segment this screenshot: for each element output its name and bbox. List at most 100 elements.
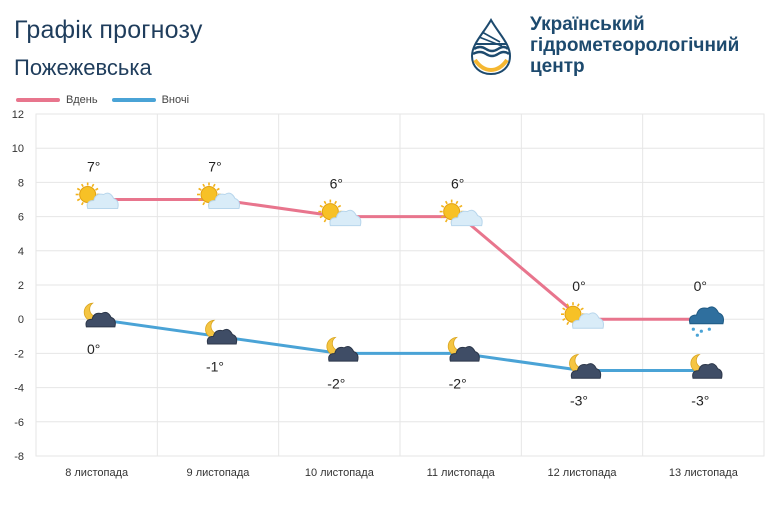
day-temp-label: 6° [451,176,464,192]
day-temp-label: 7° [208,159,221,175]
y-tick-label: 8 [18,177,24,189]
sun-ray [334,200,338,205]
sun-ray [198,198,202,202]
sun-ray [76,187,81,191]
y-tick-label: 10 [12,143,24,155]
cloud-shape [208,192,240,209]
sun-ray [216,187,220,191]
dark-cloud-shape [449,346,480,362]
sun-cloud-icon [439,199,483,227]
moon-cloud-icon [569,354,602,379]
sun-ray [444,200,448,205]
y-tick-label: 0 [18,314,24,326]
y-tick-label: -4 [14,383,24,395]
dark-cloud-shape [328,346,359,362]
sun-ray [80,201,84,206]
y-tick-label: 4 [18,246,24,258]
x-tick-label: 10 листопада [305,467,375,479]
legend-label-day: Вдень [66,94,98,106]
ukrhydromet-logo: Український гідрометеорологічний центр [468,12,768,84]
sun-ray [319,215,323,219]
sun-ray [440,215,445,219]
sun-ray [580,307,584,311]
sun-ray [76,198,81,202]
x-tick-label: 9 листопада [187,467,251,479]
water-drop-logo-icon [470,18,512,76]
y-tick-label: -6 [14,417,24,429]
y-tick-label: 2 [18,280,24,292]
day-temp-label: 0° [572,278,585,294]
storm-cloud-shape [689,306,724,325]
legend-item-day[interactable]: Вдень [16,94,98,106]
night-temp-label: 0° [87,341,100,357]
sun-ray [323,200,327,205]
sun-ray [566,321,570,325]
sun-ray [440,204,445,208]
snow-rain-cloud-icon [689,306,724,337]
sun-ray [562,318,566,321]
night-temperature-line [96,317,704,372]
precip-drop [699,329,703,333]
cloud-shape [329,209,362,227]
legend-label-night: Вночі [161,94,190,106]
sun-ray [198,187,202,191]
chart-title: Графік прогнозу [14,16,203,44]
cloud-shape [450,209,483,227]
x-tick-label: 11 листопада [427,467,496,479]
sun-cloud-icon [318,199,362,227]
sun-ray [212,183,216,188]
location-name: Пожежевська [14,55,152,80]
moon-cloud-icon [326,336,359,362]
sun-ray [576,303,580,307]
legend-swatch-night [111,98,156,102]
logo-line-2: гідрометеорологічний [530,35,740,56]
dark-cloud-shape [206,328,238,345]
y-tick-label: 6 [18,212,24,224]
sun-ray [455,200,459,205]
night-temp-label: -2° [449,375,467,391]
night-temp-label: -3° [691,393,709,409]
x-tick-label: 8 листопада [65,467,129,479]
sun-cloud-icon [561,302,604,329]
moon-cloud-icon [690,354,723,379]
sun-ray [80,183,84,188]
day-temp-label: 6° [330,176,343,192]
day-temp-label: 0° [694,278,707,294]
x-tick-label: 12 листопада [548,467,618,479]
sun-ray [562,307,566,311]
sun-ray [337,204,342,208]
sun-cloud-icon [197,182,240,209]
cloud-shape [572,312,604,329]
legend-swatch-day [16,98,60,102]
sun-ray [91,183,95,188]
night-temp-label: -2° [327,375,345,391]
sun-ray [459,204,463,208]
night-temp-label: -3° [570,393,588,409]
y-tick-label: -8 [14,451,24,463]
logo-line-3: центр [530,56,585,77]
day-temperature-line [96,198,704,321]
sun-ray [323,218,327,223]
sun-ray [319,204,323,208]
moon-cloud-icon [205,319,238,345]
legend-item-night[interactable]: Вночі [111,94,190,106]
sun-cloud-icon [75,182,119,209]
precip-drop [707,327,711,331]
sun-ray [202,201,206,206]
precip-drop [691,327,695,331]
logo-line-1: Український [530,14,645,35]
sun-ray [566,303,570,307]
day-temp-label: 7° [87,159,100,175]
moon-cloud-icon [83,302,116,328]
chart-legend: Вдень Вночі [16,92,203,108]
dark-cloud-shape [85,311,116,328]
sun-ray [202,183,206,188]
moon-cloud-icon [447,336,480,362]
x-tick-label: 13 листопада [669,467,739,479]
dark-cloud-shape [692,363,723,379]
sun-ray [444,218,448,223]
dark-cloud-shape [570,363,602,379]
precip-drop [695,333,699,337]
night-temp-label: -1° [206,358,224,374]
